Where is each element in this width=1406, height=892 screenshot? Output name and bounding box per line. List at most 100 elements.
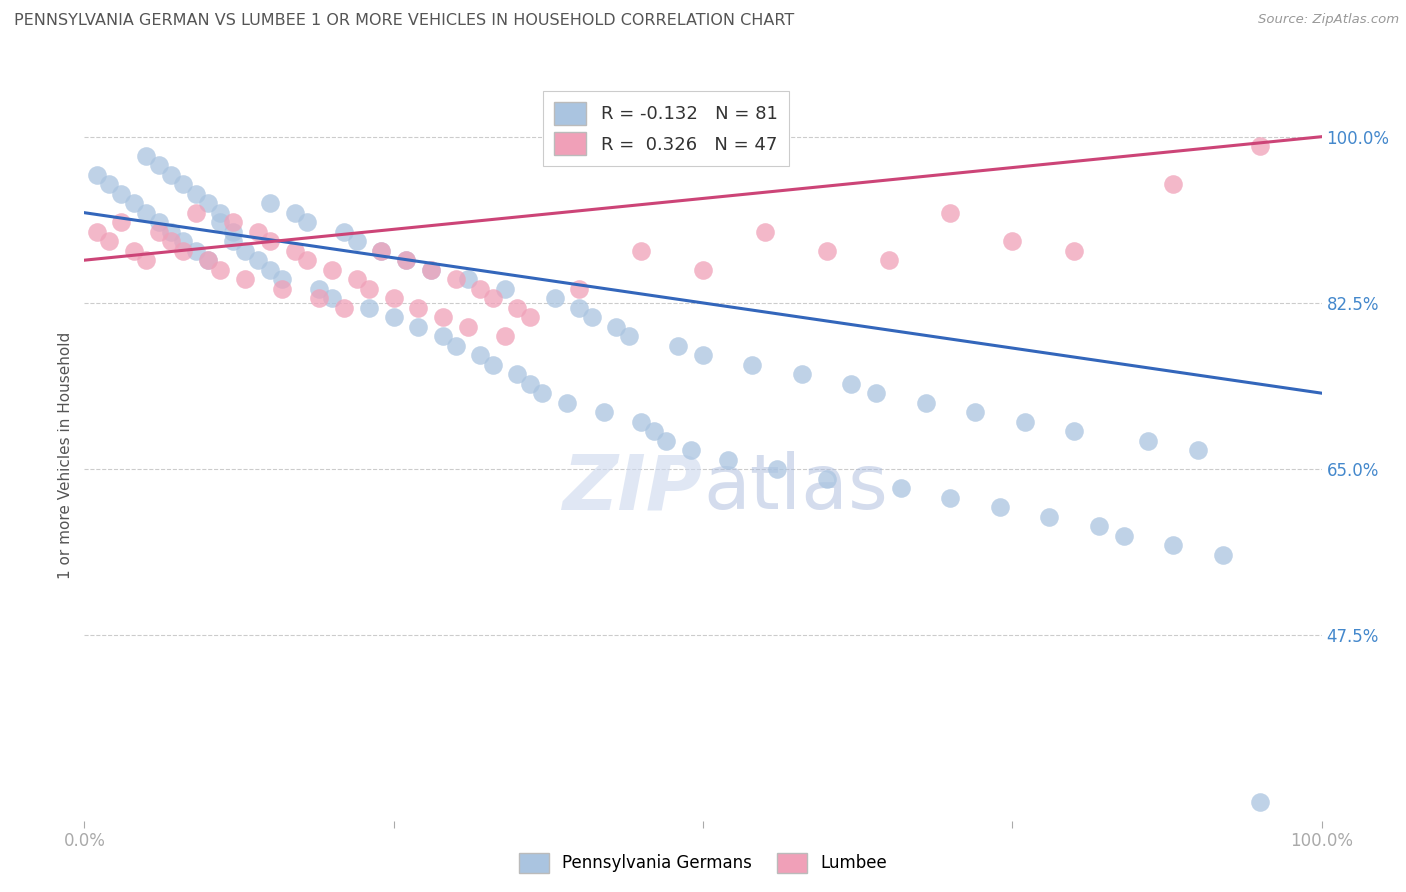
Point [1249,139,1271,153]
Point [246,225,269,239]
Point [222,215,245,229]
Point [395,253,418,268]
Point [197,196,219,211]
Point [184,186,207,201]
Text: atlas: atlas [703,451,887,525]
Point [692,348,714,362]
Point [890,481,912,495]
Point [259,262,281,277]
Point [172,177,194,191]
Point [581,310,603,325]
Point [321,291,343,305]
Point [135,253,157,268]
Point [666,339,689,353]
Point [222,225,245,239]
Point [357,301,380,315]
Text: ZIP: ZIP [564,451,703,525]
Point [284,205,307,219]
Point [1063,244,1085,258]
Point [790,367,813,381]
Point [184,244,207,258]
Point [1212,548,1234,562]
Point [494,329,516,343]
Point [148,215,170,229]
Point [110,186,132,201]
Point [148,225,170,239]
Point [370,244,392,258]
Point [815,244,838,258]
Point [209,205,232,219]
Point [481,291,503,305]
Point [877,253,900,268]
Point [444,272,467,286]
Point [914,395,936,409]
Point [481,358,503,372]
Point [110,215,132,229]
Point [148,158,170,172]
Point [209,215,232,229]
Point [197,253,219,268]
Point [408,301,430,315]
Point [815,472,838,486]
Point [1161,177,1184,191]
Point [617,329,640,343]
Point [432,310,454,325]
Point [184,205,207,219]
Point [568,282,591,296]
Point [233,272,256,286]
Point [766,462,789,476]
Point [754,225,776,239]
Point [246,253,269,268]
Point [593,405,616,419]
Point [630,415,652,429]
Point [122,244,145,258]
Text: PENNSYLVANIA GERMAN VS LUMBEE 1 OR MORE VEHICLES IN HOUSEHOLD CORRELATION CHART: PENNSYLVANIA GERMAN VS LUMBEE 1 OR MORE … [14,13,794,29]
Point [1137,434,1160,448]
Point [1249,795,1271,809]
Point [98,234,121,248]
Point [741,358,763,372]
Point [470,348,492,362]
Point [519,376,541,391]
Point [655,434,678,448]
Point [568,301,591,315]
Point [321,262,343,277]
Point [988,500,1011,515]
Point [271,272,294,286]
Point [630,244,652,258]
Point [308,282,330,296]
Point [86,168,108,182]
Point [841,376,863,391]
Point [555,395,578,409]
Point [444,339,467,353]
Point [1038,509,1060,524]
Point [295,215,318,229]
Point [506,367,529,381]
Point [259,234,281,248]
Point [1187,443,1209,458]
Point [679,443,702,458]
Point [543,291,565,305]
Point [506,301,529,315]
Point [457,319,479,334]
Point [259,196,281,211]
Point [419,262,441,277]
Point [717,452,740,467]
Point [160,234,183,248]
Point [1001,234,1024,248]
Point [135,149,157,163]
Point [346,272,368,286]
Point [395,253,418,268]
Point [965,405,987,419]
Point [333,225,356,239]
Point [470,282,492,296]
Point [86,225,108,239]
Point [432,329,454,343]
Point [284,244,307,258]
Point [346,234,368,248]
Point [408,319,430,334]
Point [605,319,627,334]
Legend: Pennsylvania Germans, Lumbee: Pennsylvania Germans, Lumbee [512,847,894,880]
Point [494,282,516,296]
Y-axis label: 1 or more Vehicles in Household: 1 or more Vehicles in Household [58,331,73,579]
